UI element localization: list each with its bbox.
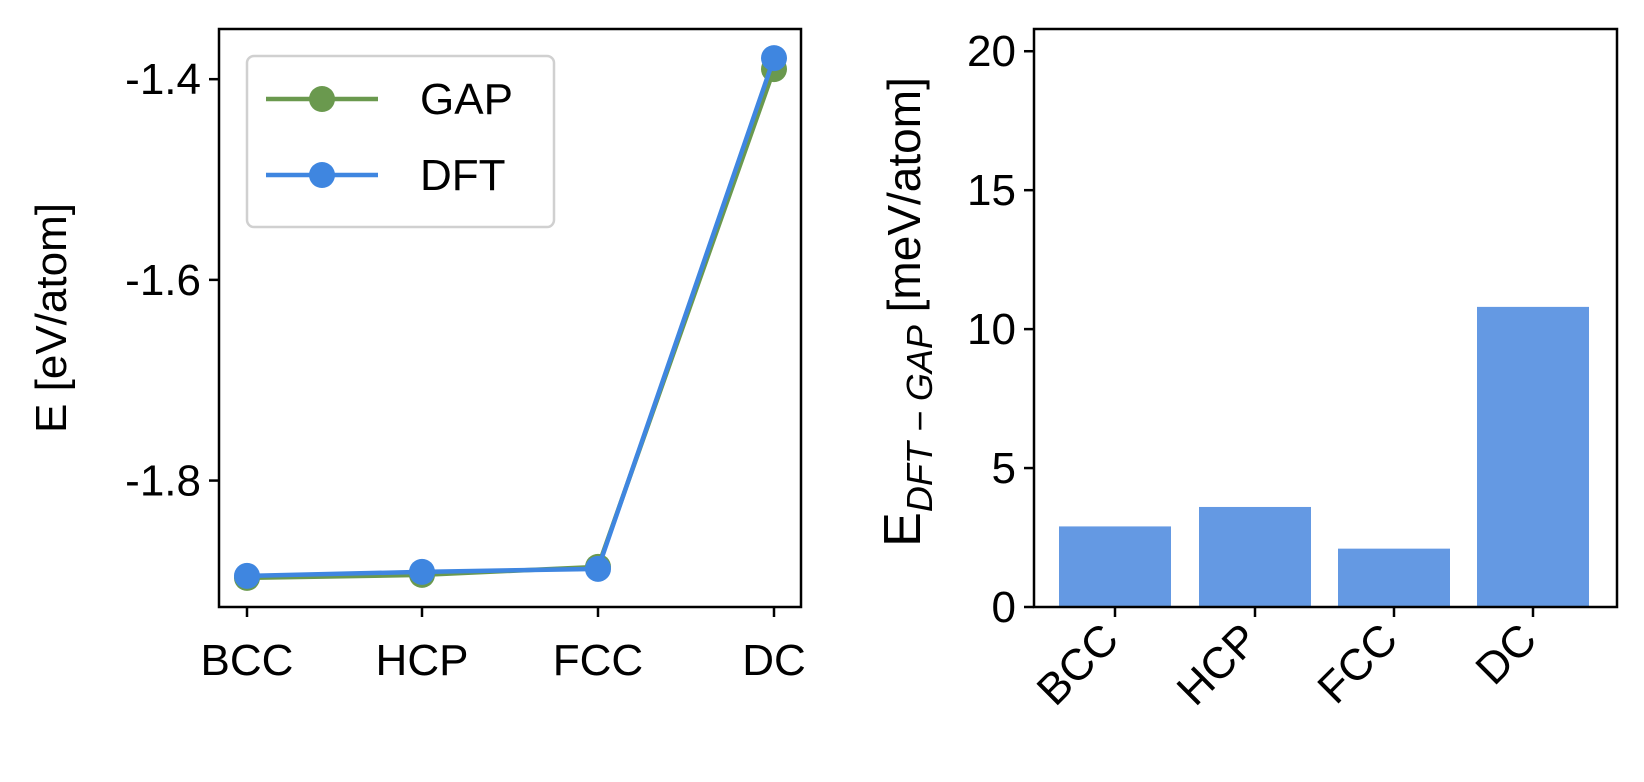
legend-marker-gap xyxy=(309,86,335,112)
x-tick-label: BCC xyxy=(1028,614,1128,714)
data-point-dft xyxy=(761,45,787,72)
data-point-dft xyxy=(234,562,260,589)
y-axis-label: EDFT − GAP [meV/atom] xyxy=(874,77,940,547)
x-tick-label: BCC xyxy=(201,636,294,685)
bar-bcc xyxy=(1059,526,1171,607)
x-tick-label: HCP xyxy=(376,636,469,685)
data-point-dft xyxy=(409,558,435,585)
x-tick-label: FCC xyxy=(1308,614,1407,713)
line-chart-frame xyxy=(217,27,803,609)
bar-hcp xyxy=(1199,506,1311,607)
series-line-dft xyxy=(246,57,777,579)
y-tick-label: 5 xyxy=(992,444,1016,493)
y-tick-label: 20 xyxy=(967,27,1016,76)
y-tick-label: -1.6 xyxy=(125,256,201,305)
x-tick-label: FCC xyxy=(553,636,643,685)
bar-dc xyxy=(1477,306,1589,607)
y-tick-label: 15 xyxy=(967,166,1016,215)
x-tick-label: DC xyxy=(1466,614,1546,694)
legend-label-gap: GAP xyxy=(420,75,513,124)
y-tick-label: -1.8 xyxy=(125,457,201,506)
x-tick-label: DC xyxy=(742,636,806,685)
y-tick-label: -1.4 xyxy=(125,55,201,104)
x-tick-label: HCP xyxy=(1168,614,1268,714)
bar-fcc xyxy=(1338,548,1450,607)
data-point-dft xyxy=(585,555,611,582)
legend-label-dft: DFT xyxy=(420,151,506,200)
y-axis-label: E [eV/atom] xyxy=(27,203,76,433)
bar-chart-frame xyxy=(1032,27,1619,609)
legend: GAP DFT xyxy=(245,54,556,229)
y-tick-label: 10 xyxy=(967,305,1016,354)
y-tick-label: 0 xyxy=(992,583,1016,632)
legend-marker-dft xyxy=(309,162,335,188)
